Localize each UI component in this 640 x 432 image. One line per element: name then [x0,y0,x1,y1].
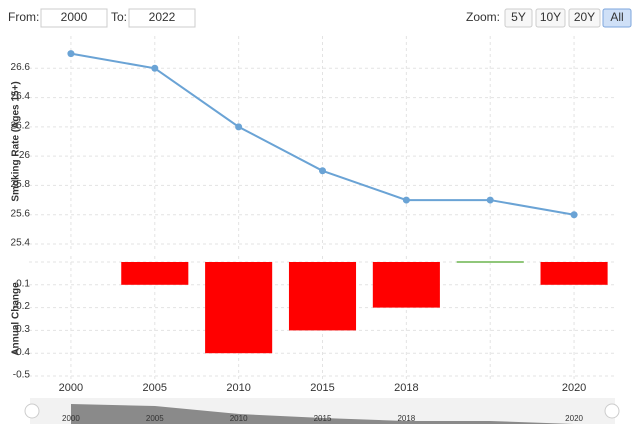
bar [205,262,273,354]
y-tick-label: 25.8 [11,179,31,190]
navigator-label: 2020 [565,414,583,423]
x-tick-label: 2005 [143,382,167,394]
bar [372,262,440,308]
navigator-label: 2010 [230,414,248,423]
point [486,196,494,204]
navigator-label: 2018 [397,414,415,423]
zoom-button-label[interactable]: 20Y [574,10,595,24]
point [402,196,410,204]
y-tick-label: -0.4 [13,347,31,358]
from-input[interactable] [40,8,108,28]
zoom-button[interactable] [602,8,632,28]
x-tick-label: 2000 [59,382,83,394]
from-label: From: [8,10,39,24]
y-tick-label: 26 [19,150,31,161]
point [319,167,326,175]
x-tick-label: 2015 [310,382,334,394]
navigator-label: 2005 [146,414,164,423]
y-tick-label: 26.4 [11,91,31,102]
zoom-label: Zoom: [466,10,500,24]
y-tick-label: 25.4 [11,238,31,249]
y-tick-label: 26.2 [11,120,31,131]
bar [540,262,608,285]
zoom-button[interactable] [568,8,601,28]
y-tick-label: -0.2 [13,301,31,312]
zoom-button-label[interactable]: 5Y [511,10,526,24]
y-axis-label: Annual Change [11,282,22,356]
zoom-button-label[interactable]: 10Y [540,10,561,24]
point [570,211,578,219]
y-tick-label: 25.6 [11,208,31,219]
x-tick-label: 2010 [226,382,250,394]
navigator-handle[interactable] [604,403,620,419]
to-input[interactable] [128,8,196,28]
bar [121,262,189,285]
x-tick-label: 2018 [394,382,418,394]
point [235,123,243,131]
zoom-button-label[interactable]: All [610,10,623,24]
y-tick-label: 26.6 [11,62,31,73]
to-value[interactable]: 2022 [149,10,176,24]
y-tick-label: -0.3 [13,324,31,335]
y-tick-label: -0.1 [13,278,31,289]
to-label: To: [111,10,127,24]
point [151,64,159,72]
point [67,50,75,58]
navigator-handle[interactable] [24,403,40,419]
navigator-label: 2000 [62,414,80,423]
zoom-button[interactable] [535,8,566,28]
y-tick-label: -0.5 [13,370,31,381]
zoom-button[interactable] [504,8,533,28]
y-axis-label: Smoking Rate (Ages 15+) [11,81,22,201]
x-tick-label: 2020 [562,382,586,394]
navigator-label: 2015 [314,414,332,423]
from-value[interactable]: 2000 [61,10,88,24]
bar [288,262,357,331]
bar [456,261,524,263]
navigator-series [71,404,574,424]
